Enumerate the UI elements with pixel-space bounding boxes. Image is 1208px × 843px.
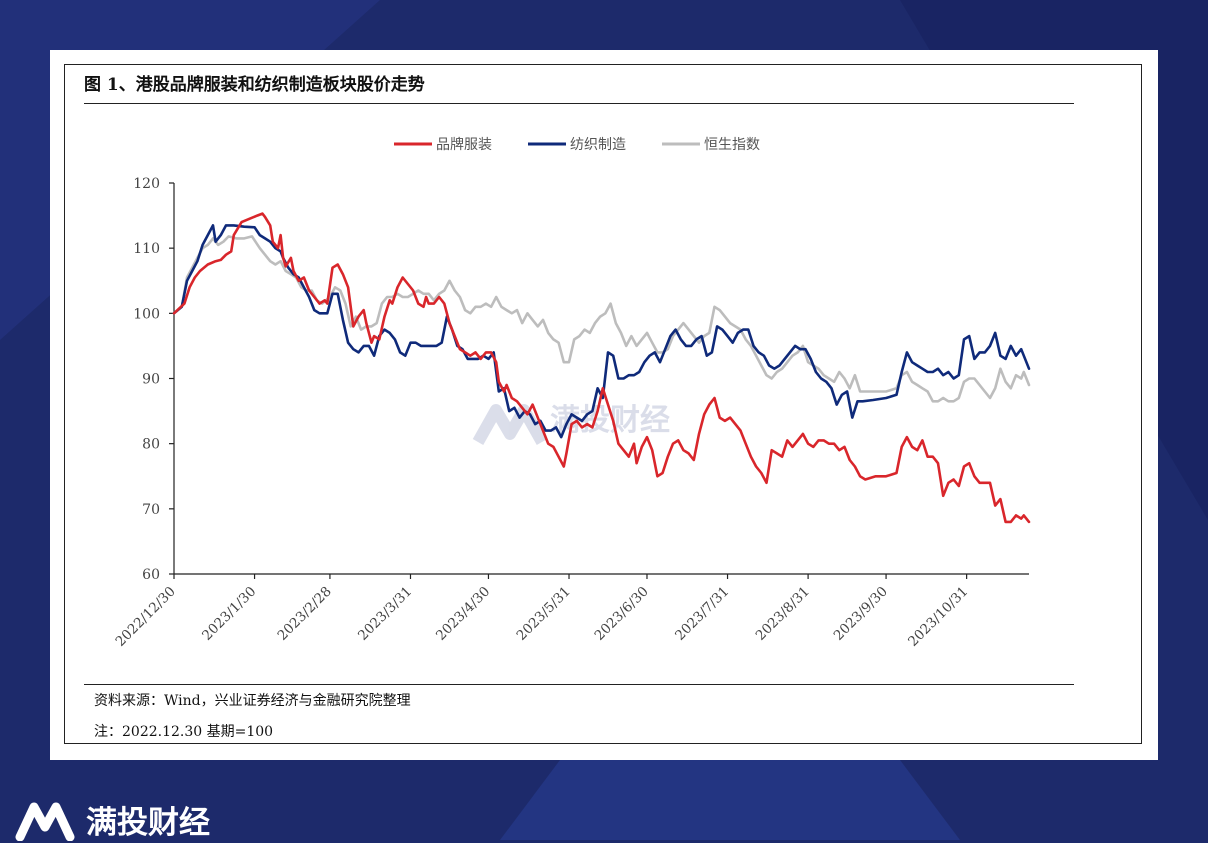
brand: 满投财经 [14, 795, 210, 843]
plot-series [172, 212, 1031, 524]
y-tick-label: 80 [142, 437, 160, 453]
x-axis: 2022/12/30 2023/1/30 2023/2/28 2023/3/31 202… [112, 573, 1029, 650]
legend-label-brand-apparel: 品牌服装 [436, 136, 492, 153]
legend-item-brand-apparel: 品牌服装 [394, 136, 492, 153]
x-tick-label: 2023/4/30 [433, 584, 493, 644]
y-tick-label: 70 [142, 502, 160, 518]
x-tick-label: 2022/12/30 [112, 584, 178, 650]
title-rule [84, 103, 1074, 104]
x-tick-label: 2023/7/31 [672, 584, 732, 644]
figure-frame [64, 64, 1142, 744]
legend-item-hsi: 恒生指数 [662, 137, 760, 153]
y-tick-label: 120 [133, 176, 160, 192]
x-tick-label: 2023/3/31 [355, 584, 415, 644]
series-line-brand-apparel [172, 212, 1031, 524]
x-tick-label: 2023/6/30 [592, 584, 652, 644]
series-line-textile-mfg [172, 224, 1031, 439]
x-tick-label: 2023/2/28 [274, 584, 334, 644]
mt-logo-icon [15, 802, 75, 841]
y-tick-label: 90 [142, 372, 160, 388]
y-tick-label: 60 [142, 567, 160, 583]
legend-item-textile-mfg: 纺织制造 [528, 137, 626, 153]
brand-text: 满投财经 [86, 804, 210, 841]
figure-card: 图 1、港股品牌服装和纺织制造板块股价走势 满投财经 品牌服装 纺织制造 恒生指… [50, 50, 1158, 760]
y-tick-label: 100 [133, 306, 160, 322]
x-tick-label: 2023/8/31 [753, 584, 813, 644]
base-note: 注：2022.12.30 基期=100 [94, 724, 274, 740]
legend-label-textile-mfg: 纺织制造 [570, 137, 626, 153]
x-tick-label: 2023/9/30 [831, 584, 891, 644]
x-tick-label: 2023/1/30 [199, 584, 259, 644]
legend-label-hsi: 恒生指数 [704, 137, 760, 153]
legend: 品牌服装 纺织制造 恒生指数 [394, 136, 760, 153]
figure-title: 图 1、港股品牌服装和纺织制造板块股价走势 [84, 75, 425, 95]
y-tick-label: 110 [133, 241, 160, 257]
watermark-logo-icon [472, 404, 548, 445]
source-note: 资料来源：Wind，兴业证券经济与金融研究院整理 [94, 693, 411, 709]
y-axis: 60 70 80 90 100 110 120 [133, 176, 175, 583]
footer-rule [84, 684, 1074, 685]
x-tick-label: 2023/5/31 [514, 584, 574, 644]
x-tick-label: 2023/10/31 [905, 584, 971, 650]
